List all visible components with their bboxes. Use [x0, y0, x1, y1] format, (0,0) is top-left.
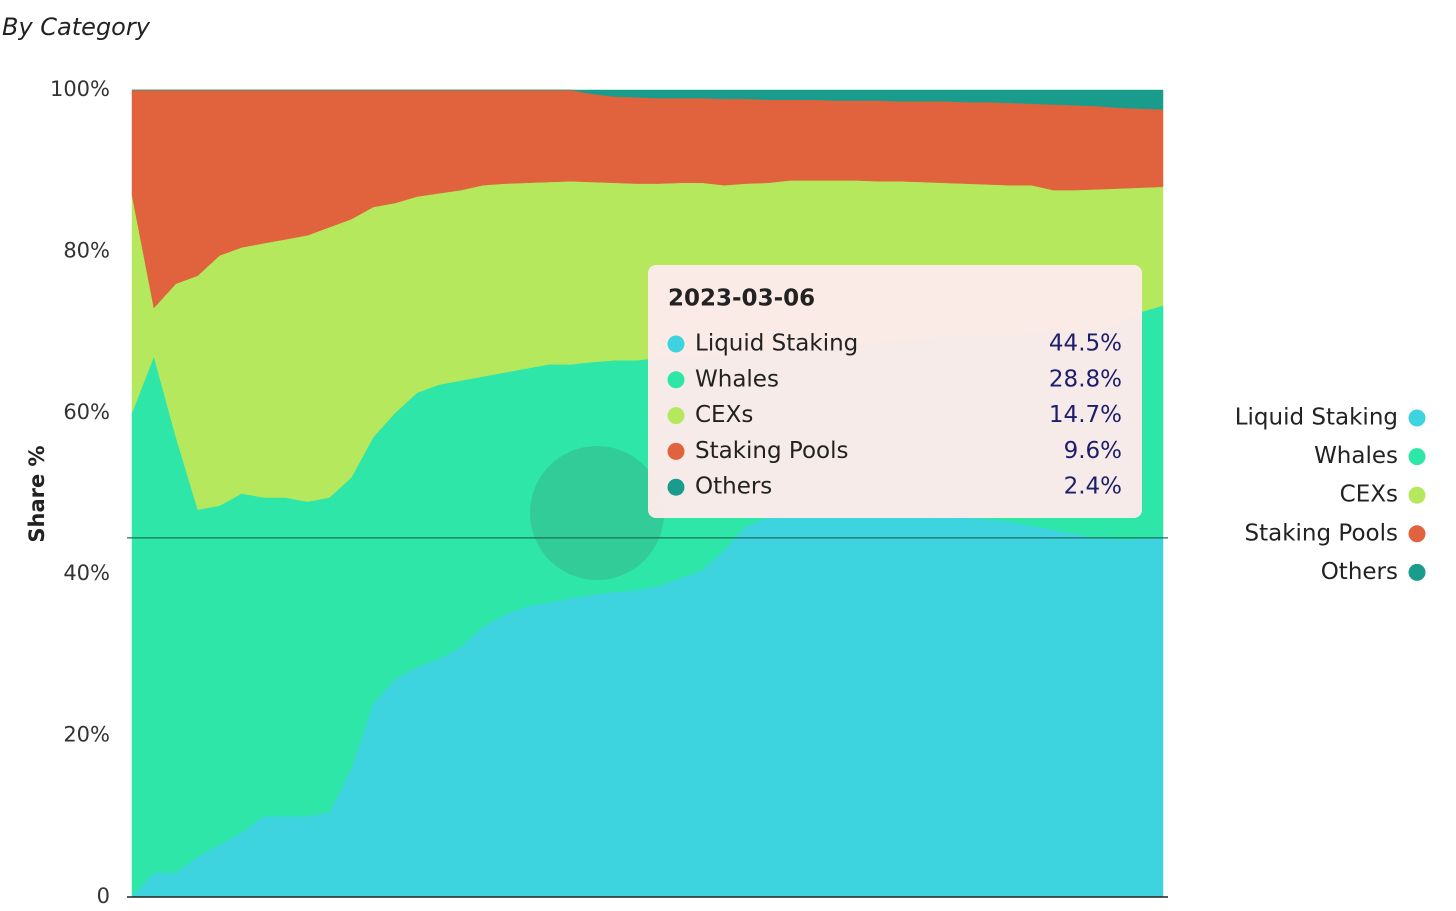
- plot-area: [131, 89, 1164, 898]
- tooltip-dot: [667, 478, 685, 496]
- tooltip-dot: [667, 335, 685, 353]
- legend-label: Staking Pools: [1245, 520, 1398, 546]
- legend-swatch: [1408, 525, 1426, 543]
- y-tick-label: 100%: [50, 77, 110, 101]
- tooltip-title: 2023-03-06: [668, 286, 815, 312]
- tooltip-dot: [667, 407, 685, 425]
- tooltip-value: 2.4%: [1064, 474, 1122, 500]
- tooltip-name: CEXs: [695, 402, 753, 428]
- tooltip-value: 44.5%: [1049, 331, 1122, 357]
- y-tick-label: 80%: [63, 238, 110, 262]
- y-tick-label: 0: [97, 884, 110, 908]
- legend-swatch: [1408, 563, 1426, 581]
- tooltip-name: Liquid Staking: [695, 331, 858, 357]
- legend-label: Others: [1321, 559, 1398, 585]
- overlay: 2023-03-06 Liquid Staking 44.5% Whales 28.8%…: [127, 265, 1168, 898]
- tooltip-value: 9.6%: [1064, 438, 1122, 464]
- legend-label: Liquid Staking: [1235, 405, 1398, 431]
- watermark: [530, 446, 664, 580]
- y-tick-label: 40%: [63, 561, 110, 585]
- y-tick-label: 20%: [63, 723, 110, 747]
- tooltip-value: 28.8%: [1049, 366, 1122, 392]
- tooltip: 2023-03-06 Liquid Staking 44.5% Whales 28.8%…: [648, 265, 1142, 518]
- legend-swatch: [1408, 448, 1426, 466]
- tooltip-box: [648, 265, 1142, 518]
- tooltip-dot: [667, 442, 685, 460]
- y-axis-label: Share %: [25, 445, 49, 542]
- chart-subtitle: By Category: [2, 13, 151, 41]
- tooltip-name: Staking Pools: [695, 438, 848, 464]
- tooltip-dot: [667, 371, 685, 389]
- tooltip-value: 14.7%: [1049, 402, 1122, 428]
- legend-label: CEXs: [1340, 482, 1398, 508]
- legend-label: Whales: [1314, 443, 1398, 469]
- tooltip-name: Others: [695, 474, 772, 500]
- area: [132, 89, 1164, 110]
- y-tick-label: 60%: [63, 400, 110, 424]
- legend-swatch: [1408, 409, 1426, 427]
- tooltip-name: Whales: [695, 366, 779, 392]
- legend-swatch: [1408, 486, 1426, 504]
